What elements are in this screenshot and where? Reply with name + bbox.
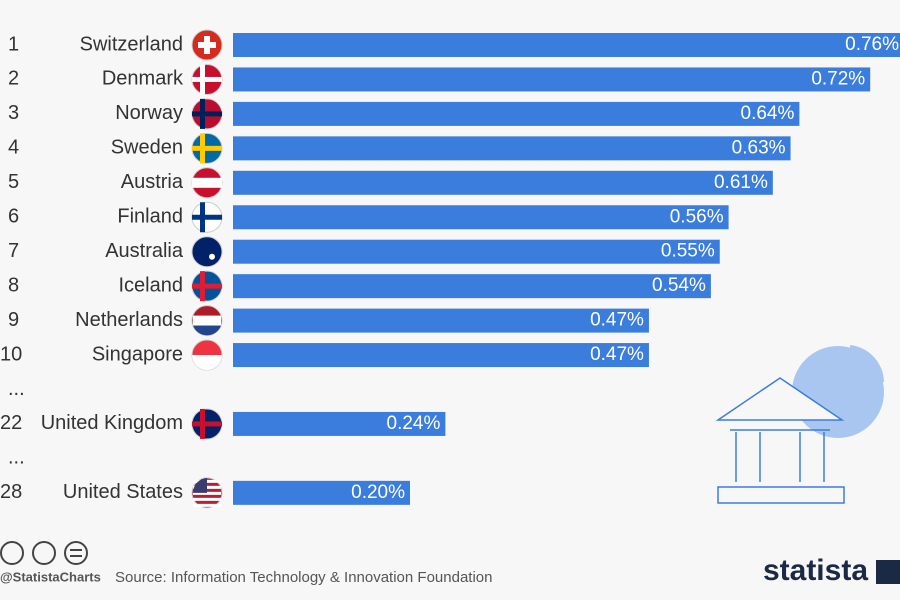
bar (233, 170, 773, 195)
flag-part (192, 111, 222, 117)
rank-label: 3 (8, 102, 19, 124)
category-label: Australia (105, 240, 184, 262)
value-label: 0.24% (387, 413, 441, 434)
rank-label: ... (8, 447, 25, 469)
category-label: Norway (115, 102, 183, 124)
flag-part (198, 42, 216, 48)
bar (233, 411, 446, 436)
rank-label: 5 (8, 171, 19, 193)
flag (191, 98, 223, 130)
value-label: 0.61% (714, 172, 768, 193)
bar (233, 101, 800, 126)
flag-part (192, 214, 222, 220)
bar (233, 33, 900, 57)
value-label: 0.64% (741, 103, 795, 124)
flag (191, 201, 223, 233)
value-label: 0.20% (351, 482, 405, 503)
value-label: 0.72% (811, 68, 865, 89)
source: Source: Information Technology & Innovat… (115, 569, 492, 586)
flag (191, 29, 223, 61)
flag-part (192, 76, 222, 82)
rank-label: 22 (0, 412, 22, 434)
category-label: Switzerland (80, 33, 183, 55)
flag-part (193, 491, 221, 495)
flag (191, 270, 223, 302)
flag-part (193, 325, 221, 336)
rank-label: 9 (8, 309, 19, 331)
bar (233, 67, 871, 92)
bar (233, 343, 649, 368)
flag-part (209, 253, 215, 260)
bar (233, 136, 791, 161)
brand: statista (763, 554, 868, 587)
license-icons (0, 541, 88, 565)
category-label: Finland (117, 206, 183, 228)
flag (191, 339, 223, 371)
value-label: 0.76% (845, 34, 899, 55)
value-label: 0.47% (590, 344, 644, 365)
flag (191, 305, 223, 337)
category-label: Austria (121, 171, 184, 193)
flag-part (192, 421, 222, 427)
category-label: United States (63, 481, 183, 503)
flag (191, 408, 223, 440)
rank-label: 2 (8, 68, 19, 90)
bar (233, 308, 649, 333)
flag-base (191, 236, 223, 268)
bar (233, 239, 720, 264)
handle: @StatistaCharts (0, 569, 101, 584)
value-label: 0.54% (652, 275, 706, 296)
value-label: 0.63% (732, 137, 786, 158)
category-label: Singapore (92, 343, 183, 365)
bar (233, 205, 729, 230)
category-label: United Kingdom (41, 412, 183, 434)
category-label: Sweden (111, 137, 183, 159)
flag (191, 132, 223, 164)
flag-part (192, 283, 222, 289)
flag-part (193, 503, 221, 507)
flag-part (192, 477, 207, 493)
bar (233, 480, 410, 505)
value-label: 0.55% (661, 241, 715, 262)
rank-label: 7 (8, 240, 19, 262)
flag-part (192, 145, 222, 151)
category-label: Denmark (102, 68, 184, 90)
rank-label: 6 (8, 206, 19, 228)
category-label: Netherlands (75, 309, 183, 331)
flag-part (193, 497, 221, 501)
value-label: 0.47% (590, 310, 644, 331)
rank-label: 1 (8, 33, 19, 55)
flag (191, 63, 223, 95)
illustration (715, 345, 884, 504)
rank-label: 28 (0, 481, 22, 503)
flag (191, 236, 223, 268)
rank-label: 4 (8, 137, 19, 159)
rank-label: ... (8, 378, 25, 400)
flag (191, 477, 223, 509)
value-label: 0.56% (670, 206, 724, 227)
flag-part (193, 315, 221, 326)
flag (191, 167, 223, 199)
flag-part (192, 355, 222, 371)
category-label: Iceland (119, 274, 184, 296)
brand-icon (876, 560, 900, 584)
rank-label: 8 (8, 274, 19, 296)
flag-part (192, 177, 222, 188)
bar (233, 274, 711, 299)
rank-label: 10 (0, 343, 22, 365)
